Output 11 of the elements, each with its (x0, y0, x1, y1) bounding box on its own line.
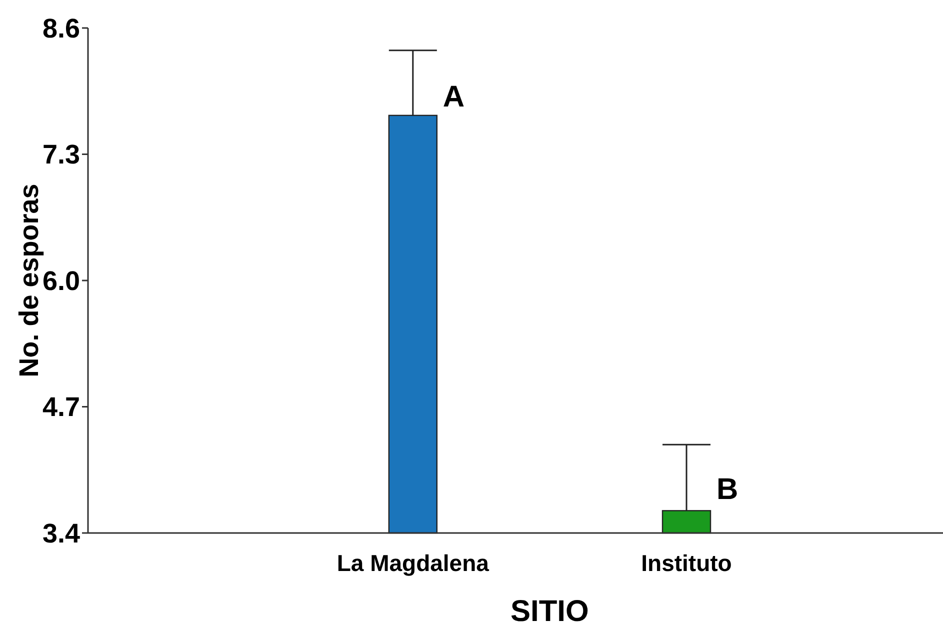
y-tick-label: 3.4 (42, 518, 80, 548)
x-axis-title: SITIO (510, 595, 589, 628)
y-tick-label: 4.7 (42, 392, 80, 422)
annotation: A (442, 80, 465, 114)
x-tick-label: La Magdalena (336, 550, 490, 576)
y-tick-label: 6.0 (42, 266, 80, 296)
y-tick-label: 8.6 (42, 13, 80, 44)
y-axis-title: No. de esporas (14, 184, 44, 378)
y-tick-label: 7.3 (42, 140, 80, 170)
annotation: B (716, 472, 738, 506)
x-tick-label: Instituto (641, 550, 732, 576)
